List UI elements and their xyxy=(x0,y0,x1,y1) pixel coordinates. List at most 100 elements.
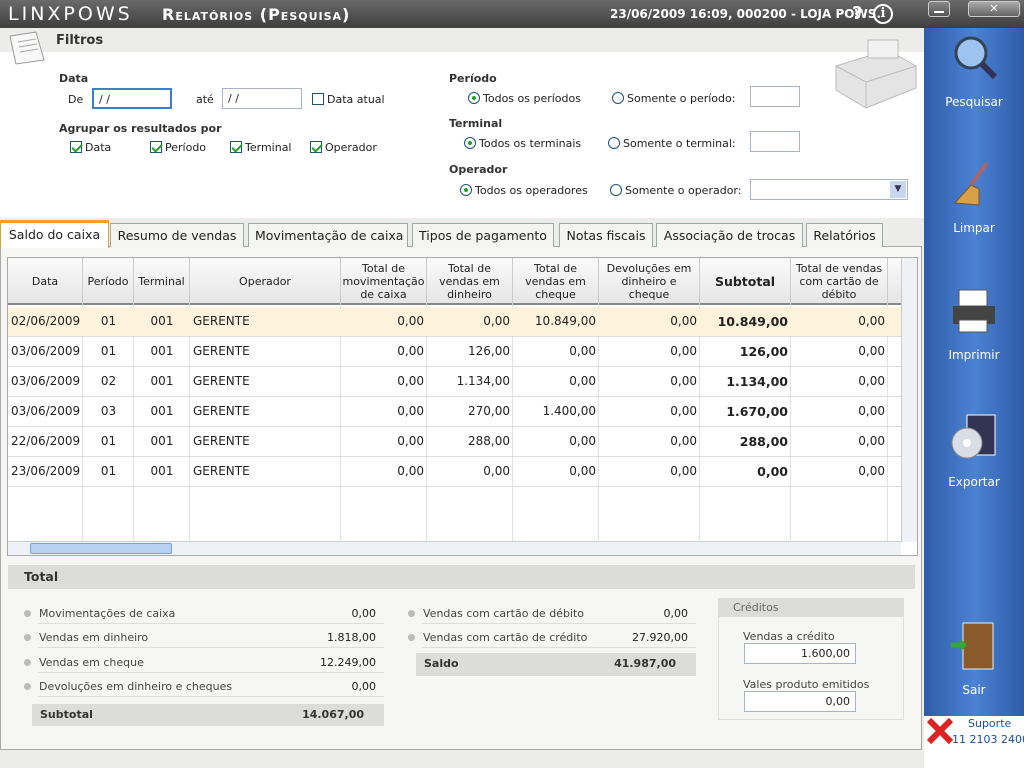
filters-header xyxy=(0,28,924,52)
table-row[interactable] xyxy=(8,307,901,337)
terminal-label: Terminal xyxy=(449,117,503,130)
title-bar xyxy=(0,0,1024,28)
operator-all-radio[interactable] xyxy=(460,184,472,196)
tab[interactable]: Movimentação de caixa xyxy=(248,223,408,247)
operator-only-radio[interactable] xyxy=(610,184,622,196)
tab[interactable]: Tipos de pagamento xyxy=(412,223,554,247)
date-to-input[interactable]: / / xyxy=(222,88,302,109)
button-icon xyxy=(953,289,995,333)
bullet xyxy=(24,683,31,690)
table-cell: GERENTE xyxy=(193,464,250,478)
table-cell: 001 xyxy=(150,314,174,328)
total-label: Movimentações de caixa xyxy=(39,607,176,620)
group-checkbox[interactable] xyxy=(150,141,162,153)
table-cell: 0,00 xyxy=(483,314,510,328)
group-checkbox[interactable] xyxy=(230,141,242,153)
table-cell: 0,00 xyxy=(397,344,424,358)
separator xyxy=(38,696,384,697)
tab[interactable]: Associação de trocas xyxy=(656,223,803,247)
separator xyxy=(38,623,384,624)
terminal-only-radio[interactable] xyxy=(608,137,620,149)
table-cell: 0,00 xyxy=(858,404,885,418)
group-option-label: Período xyxy=(165,141,207,154)
table-row[interactable] xyxy=(8,367,901,397)
table-row[interactable] xyxy=(8,457,901,487)
tab[interactable]: Saldo do caixa xyxy=(0,220,109,248)
table-cell: 0,00 xyxy=(397,464,424,478)
close-button[interactable]: ✕ xyxy=(968,1,1020,17)
column-line xyxy=(133,305,134,545)
bullet xyxy=(24,634,31,641)
table-row[interactable] xyxy=(8,337,901,367)
period-only-label: Somente o período: xyxy=(627,92,736,105)
period-all-radio[interactable] xyxy=(468,92,480,104)
select-arrow[interactable]: ▼ xyxy=(890,181,906,198)
table-row[interactable] xyxy=(8,427,901,457)
table-cell: 03 xyxy=(100,404,117,418)
period-input[interactable] xyxy=(750,86,800,107)
period-only-radio[interactable] xyxy=(612,92,624,104)
scroll-thumb[interactable] xyxy=(30,543,172,554)
table-cell: 0,00 xyxy=(858,464,885,478)
today-checkbox[interactable] xyxy=(312,93,324,105)
column-header[interactable]: Período xyxy=(83,258,134,305)
credit-input[interactable]: 0,00 xyxy=(744,691,856,712)
total-value: 0,00 xyxy=(663,607,689,620)
sidebar-button[interactable] xyxy=(924,155,1024,239)
operator-select[interactable]: ▼ xyxy=(750,179,908,200)
column-header[interactable]: Total de vendas com cartão de débito xyxy=(791,258,888,305)
date-from-input[interactable]: / / xyxy=(92,88,172,109)
table-cell: GERENTE xyxy=(193,314,250,328)
button-icon xyxy=(953,161,989,206)
tab[interactable]: Relatórios xyxy=(806,223,883,247)
column-line xyxy=(82,305,83,545)
date-from-label: De xyxy=(68,93,84,106)
sidebar-button[interactable] xyxy=(924,282,1024,366)
sidebar-button[interactable] xyxy=(924,409,1024,493)
info-button[interactable]: i xyxy=(873,4,893,24)
grid-header xyxy=(8,258,901,305)
column-line xyxy=(887,305,888,545)
period-all-label: Todos os períodos xyxy=(483,92,581,105)
terminal-input[interactable] xyxy=(750,131,800,152)
column-header[interactable]: Total de vendas em dinheiro xyxy=(427,258,513,305)
column-header[interactable]: Terminal xyxy=(134,258,190,305)
group-checkbox[interactable] xyxy=(70,141,82,153)
support-logo xyxy=(927,718,953,744)
table-cell: 0,00 xyxy=(670,314,697,328)
column-header[interactable]: Operador xyxy=(190,258,341,305)
tab[interactable]: Resumo de vendas xyxy=(110,223,244,247)
bullet xyxy=(24,659,31,666)
group-checkbox[interactable] xyxy=(310,141,322,153)
tab[interactable]: Notas fiscais xyxy=(559,223,653,247)
table-row[interactable] xyxy=(8,397,901,427)
filters-title: Filtros xyxy=(56,33,104,48)
terminal-all-radio[interactable] xyxy=(464,137,476,149)
separator xyxy=(38,672,384,673)
minimize-button[interactable] xyxy=(928,1,950,17)
terminal-only-label: Somente o terminal: xyxy=(623,137,736,150)
column-header[interactable]: Devoluções em dinheiro e cheque xyxy=(599,258,700,305)
table-cell: 0,00 xyxy=(397,314,424,328)
help-button[interactable]: ? xyxy=(852,3,863,24)
table-cell: GERENTE xyxy=(193,374,250,388)
horizontal-scrollbar[interactable] xyxy=(8,541,901,555)
credit-input[interactable]: 1.600,00 xyxy=(744,643,856,664)
vertical-scrollbar[interactable] xyxy=(901,258,917,542)
column-header[interactable]: Subtotal xyxy=(700,258,791,305)
total-value: 12.249,00 xyxy=(320,656,376,669)
column-line xyxy=(340,305,341,545)
column-header[interactable]: Total de movimentação de caixa xyxy=(341,258,427,305)
column-line xyxy=(189,305,190,545)
table-cell: 02 xyxy=(100,374,117,388)
table-cell: 03/06/2009 xyxy=(11,344,81,358)
sidebar-button[interactable] xyxy=(924,29,1024,113)
table-cell: 001 xyxy=(150,464,174,478)
bullet xyxy=(408,610,415,617)
column-line xyxy=(699,305,700,545)
column-header[interactable]: Data xyxy=(8,258,83,305)
sidebar-button[interactable] xyxy=(924,617,1024,701)
column-line xyxy=(512,305,513,545)
column-header[interactable]: Total de vendas em cheque xyxy=(513,258,599,305)
separator xyxy=(38,647,384,648)
